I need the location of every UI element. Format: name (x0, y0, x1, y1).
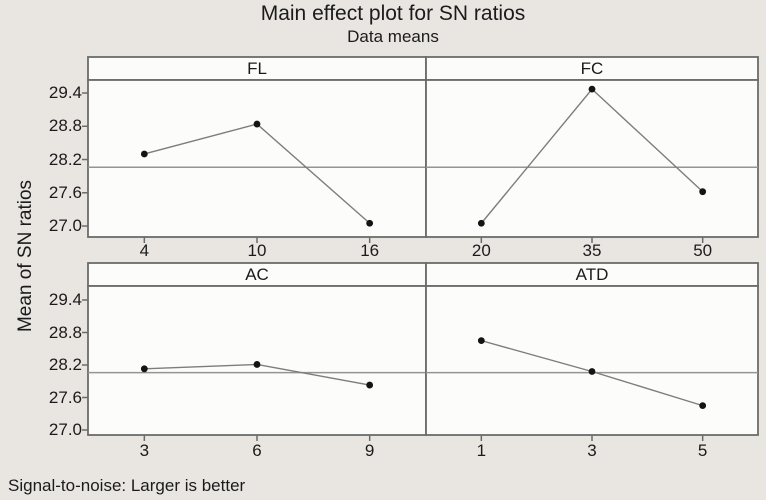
y-tick-label: 29.4 (48, 83, 82, 103)
x-tick-label: 20 (471, 241, 491, 260)
panel-title-atd: ATD (575, 265, 609, 284)
x-tick-label: 6 (252, 441, 262, 460)
x-tick-label: 3 (587, 441, 597, 460)
x-tick-label: 10 (247, 241, 267, 260)
y-tick-label: 28.2 (48, 355, 82, 374)
y-tick-label: 28.8 (48, 116, 82, 136)
y-tick-label: 27.6 (48, 387, 82, 407)
y-tick-label: 27.0 (48, 420, 82, 439)
x-tick-label: 4 (139, 241, 150, 260)
x-tick-label: 35 (582, 241, 602, 260)
panel-title-ac: AC (245, 265, 269, 284)
panel-title-fl: FL (247, 59, 267, 78)
y-tick-label: 28.2 (48, 149, 82, 169)
chart-title: Main effect plot for SN ratios (260, 2, 526, 25)
panel-title-fc: FC (580, 59, 604, 78)
x-tick-label: 16 (360, 241, 380, 260)
y-tick-label: 28.8 (48, 322, 82, 342)
y-tick-label: 27.6 (48, 182, 82, 202)
signal-to-noise-footnote: Signal-to-noise: Larger is better (8, 476, 246, 495)
x-tick-label: 5 (697, 441, 708, 460)
x-tick-label: 1 (476, 441, 487, 460)
y-tick-label: 27.0 (48, 216, 82, 236)
x-tick-label: 50 (693, 241, 713, 260)
y-tick-label: 29.4 (48, 290, 82, 309)
x-tick-label: 3 (139, 441, 150, 460)
chart-subtitle: Data means (347, 27, 439, 46)
x-tick-label: 9 (364, 441, 375, 460)
